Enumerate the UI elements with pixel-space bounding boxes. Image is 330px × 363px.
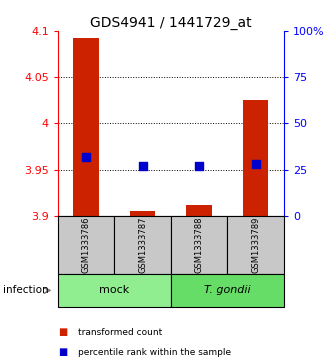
Text: GSM1333788: GSM1333788: [194, 217, 204, 273]
Point: [83, 154, 89, 160]
Title: GDS4941 / 1441729_at: GDS4941 / 1441729_at: [90, 16, 251, 30]
Text: infection: infection: [3, 285, 49, 295]
Bar: [73, 38, 99, 216]
Bar: [186, 205, 212, 216]
Bar: [171, 274, 284, 307]
Bar: [58, 216, 114, 274]
Bar: [114, 216, 171, 274]
Text: transformed count: transformed count: [78, 328, 162, 337]
Bar: [227, 216, 284, 274]
Point: [140, 163, 145, 169]
Text: GSM1333789: GSM1333789: [251, 217, 260, 273]
Text: percentile rank within the sample: percentile rank within the sample: [78, 348, 231, 356]
Text: T. gondii: T. gondii: [204, 285, 250, 295]
Text: ■: ■: [58, 347, 67, 357]
Bar: [58, 274, 171, 307]
Point: [196, 163, 202, 169]
Bar: [171, 216, 227, 274]
Text: mock: mock: [99, 285, 129, 295]
Bar: [243, 100, 268, 216]
Point: [253, 161, 258, 167]
Bar: [130, 211, 155, 216]
Text: GSM1333786: GSM1333786: [82, 217, 90, 273]
Text: GSM1333787: GSM1333787: [138, 217, 147, 273]
Text: ■: ■: [58, 327, 67, 337]
